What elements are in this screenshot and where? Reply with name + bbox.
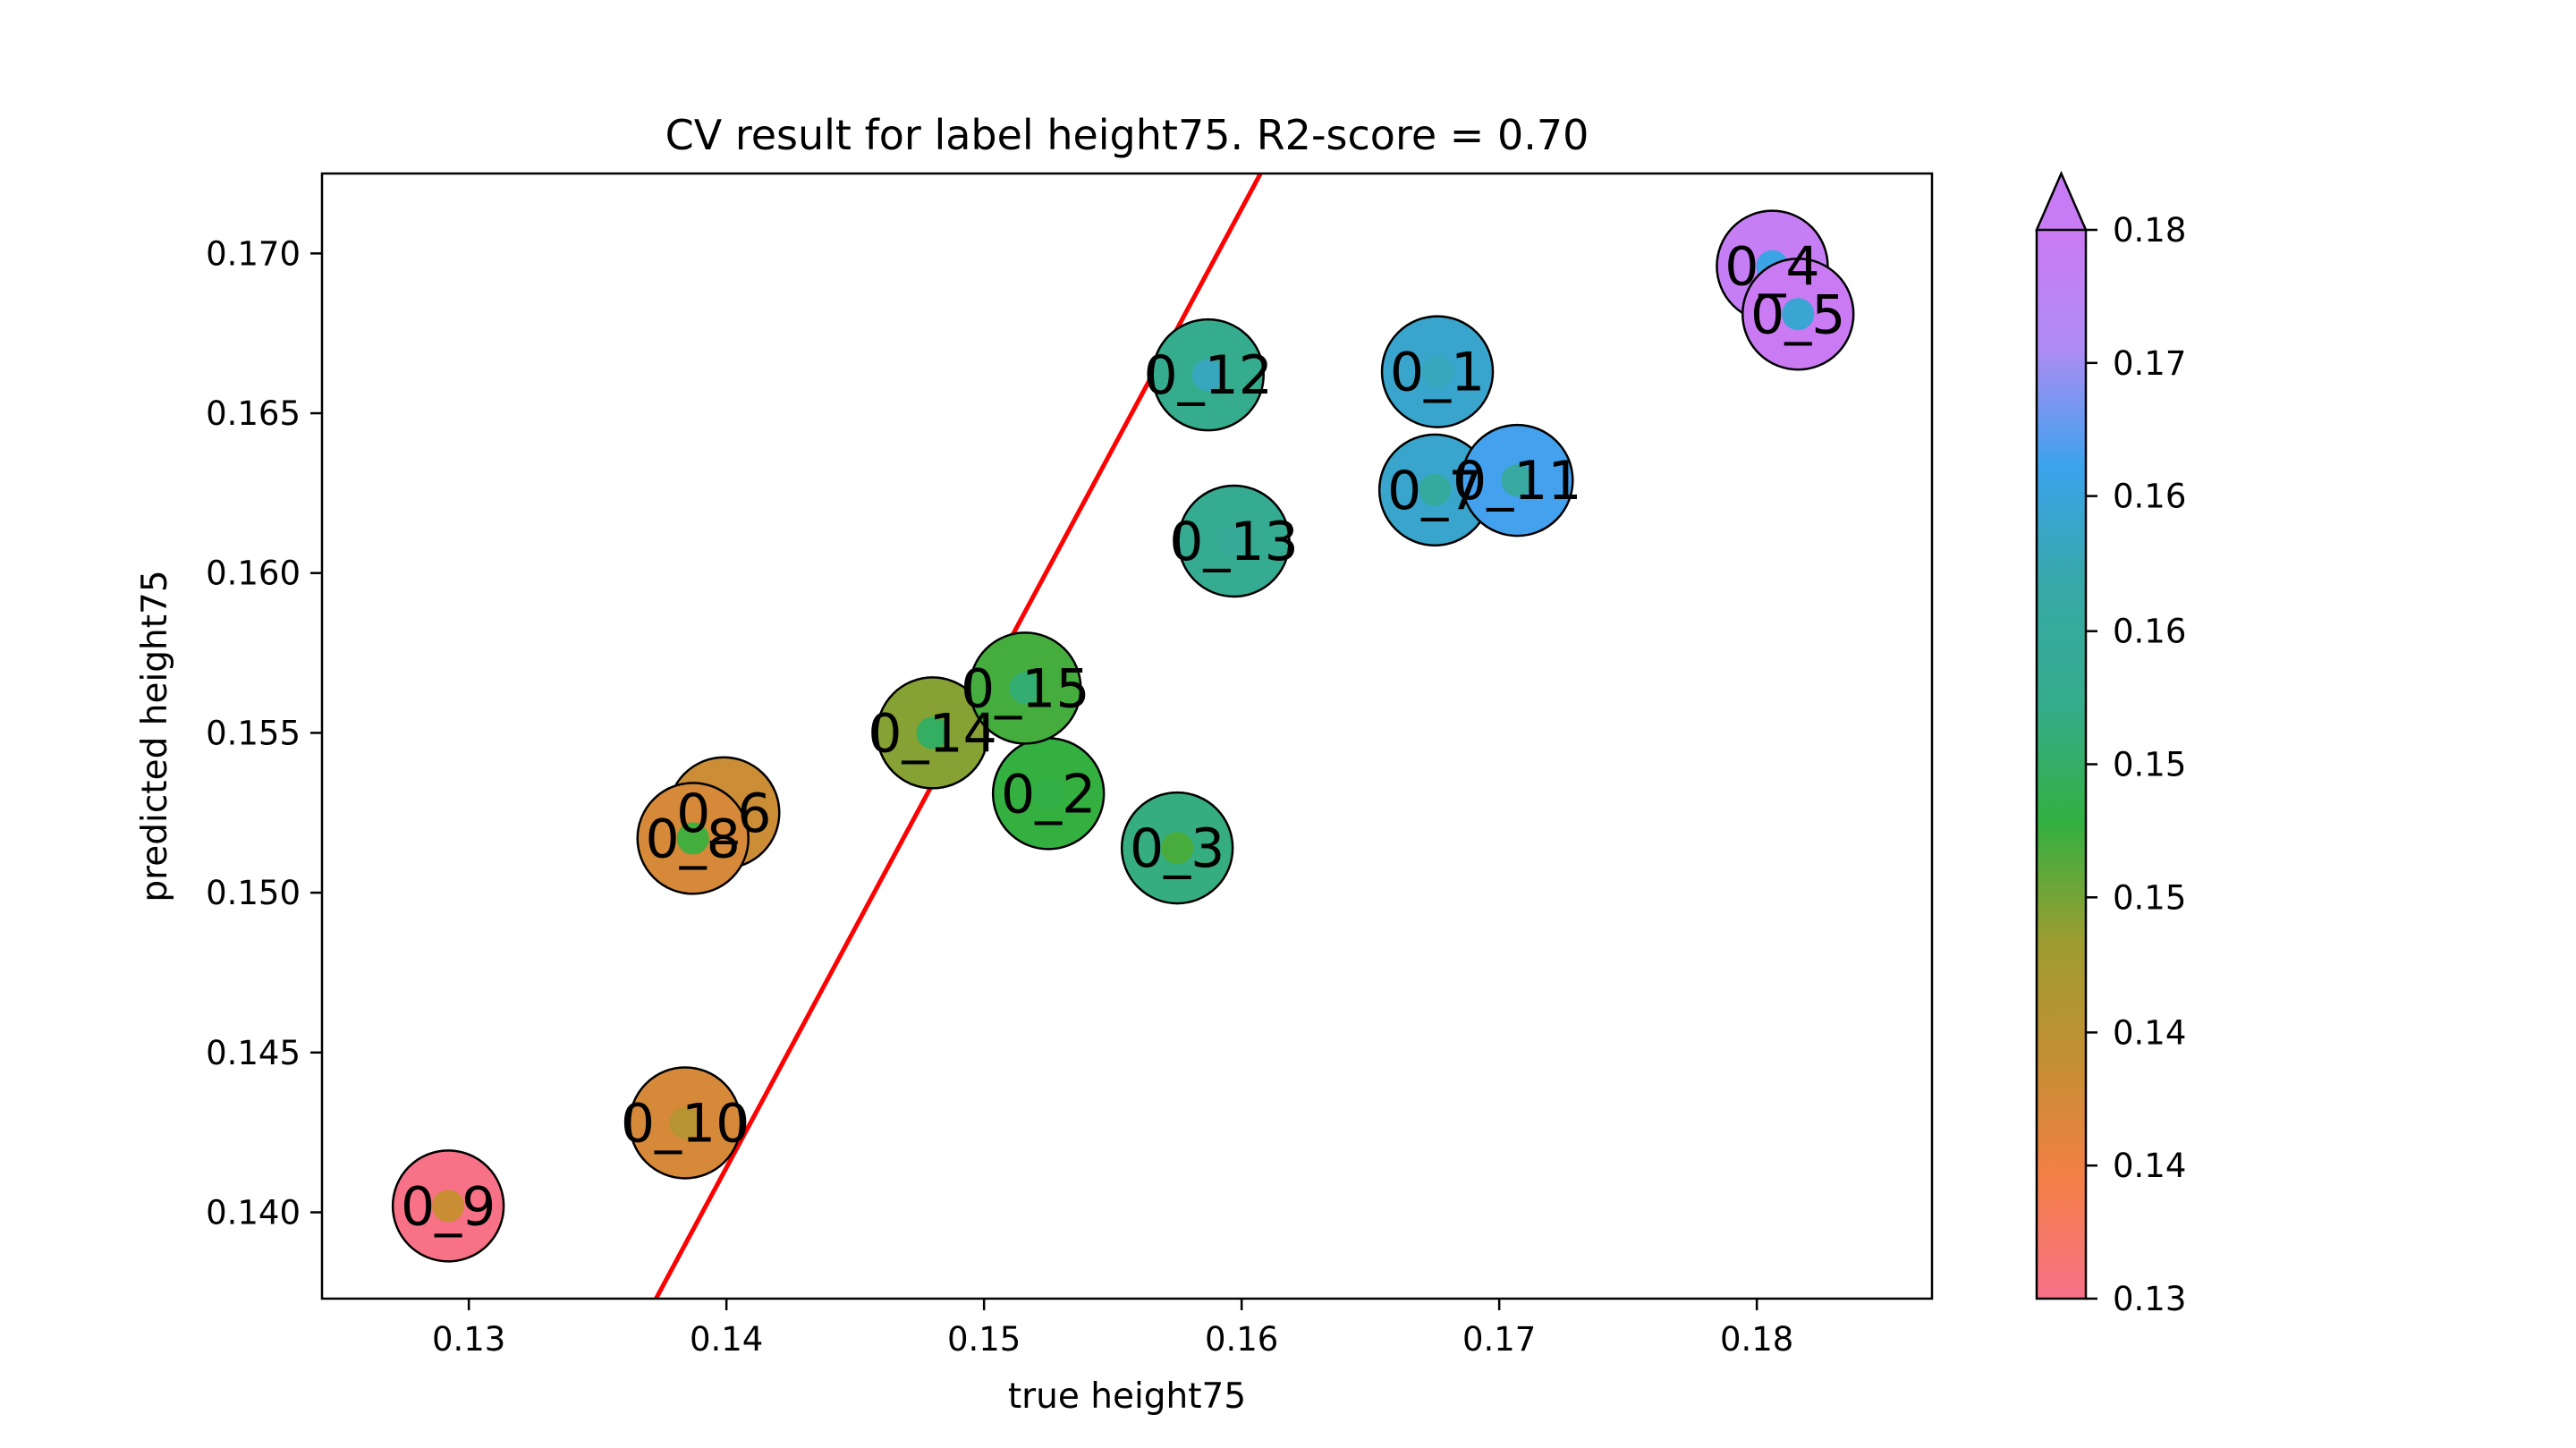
- y-tick-label: 0.155: [206, 714, 301, 752]
- points-layer: [391, 209, 1855, 1263]
- colorbar-fill: [2037, 230, 2086, 1299]
- data-point-center: [916, 716, 949, 749]
- colorbar-tick-label: 0.17: [2113, 344, 2186, 383]
- point-label: 0_8: [646, 808, 741, 870]
- x-tick-label: 0.16: [1205, 1320, 1278, 1359]
- data-point-center: [1161, 832, 1194, 865]
- point-label: 0_11: [1453, 450, 1582, 512]
- data-point-center: [1419, 473, 1452, 506]
- point-labels-layer: 0_1 0_2 0_3 0_40_5 0_6 0_7 0_8 0_9 0_10 0_11 0_12 0…: [401, 236, 1845, 1239]
- data-point-center: [1191, 359, 1224, 392]
- data-point-center: [1501, 464, 1534, 497]
- colorbar-tick-label: 0.15: [2113, 878, 2186, 917]
- point-label: 0_9: [401, 1175, 496, 1238]
- point-label: 0_14: [868, 702, 997, 765]
- point-label: 0_1: [1390, 342, 1485, 404]
- data-point-center: [1782, 298, 1815, 331]
- x-tick-label: 0.18: [1720, 1320, 1793, 1359]
- data-point-center: [1032, 777, 1065, 810]
- x-tick-label: 0.13: [432, 1320, 505, 1359]
- data-point-center: [1217, 524, 1250, 557]
- point-label: 0_7: [1387, 460, 1482, 522]
- y-axis-label: predicted height75: [135, 570, 175, 902]
- colorbar: 0.13 0.14 0.14 0.15 0.15 0.16 0.16 0.17 0.18: [2035, 170, 2186, 1318]
- colorbar-tick-label: 0.13: [2113, 1280, 2186, 1318]
- data-point-center: [669, 1106, 702, 1139]
- y-tick-label: 0.140: [206, 1194, 301, 1232]
- colorbar-tick-label: 0.16: [2113, 613, 2186, 651]
- point-label: 0_6: [676, 783, 771, 845]
- y-tick-label: 0.165: [206, 394, 301, 433]
- colorbar-tick-label: 0.14: [2113, 1013, 2186, 1052]
- point-label: 0_2: [1001, 763, 1096, 826]
- x-axis: 0.13 0.14 0.15 0.16 0.17 0.18: [432, 1299, 1793, 1359]
- x-axis-label: true height75: [1008, 1376, 1246, 1417]
- colorbar-extend-arrow: [2035, 170, 2088, 232]
- plot-area: [322, 174, 1932, 1299]
- point-label: 0_4: [1724, 236, 1819, 299]
- x-tick-label: 0.14: [690, 1320, 763, 1359]
- point-label: 0_15: [961, 657, 1090, 720]
- data-point-center: [432, 1190, 465, 1223]
- data-point-center: [1421, 355, 1454, 388]
- x-tick-label: 0.17: [1462, 1320, 1536, 1359]
- colorbar-tick-label: 0.18: [2113, 211, 2186, 250]
- y-axis: 0.140 0.145 0.150 0.155 0.160 0.165 0.170: [206, 234, 322, 1232]
- point-label: 0_10: [621, 1092, 750, 1155]
- y-tick-label: 0.145: [206, 1034, 301, 1072]
- point-label: 0_12: [1143, 344, 1273, 407]
- x-tick-label: 0.15: [947, 1320, 1021, 1359]
- point-label: 0_3: [1130, 817, 1224, 880]
- point-label: 0_13: [1169, 511, 1299, 573]
- chart-title: CV result for label height75. R2-score =…: [665, 111, 1589, 159]
- colorbar-tick-label: 0.15: [2113, 746, 2186, 784]
- point-label: 0_5: [1750, 284, 1845, 346]
- colorbar-ticks: 0.13 0.14 0.14 0.15 0.15 0.16 0.16 0.17 0.18: [2086, 211, 2186, 1318]
- data-point-center: [1009, 672, 1042, 705]
- y-tick-label: 0.150: [206, 874, 301, 912]
- colorbar-tick-label: 0.16: [2113, 478, 2186, 516]
- reference-line: [653, 174, 1264, 1299]
- plot-frame: [320, 172, 1934, 1300]
- y-tick-label: 0.170: [206, 234, 301, 273]
- colorbar-tick-label: 0.14: [2113, 1147, 2186, 1185]
- data-point-center: [676, 822, 709, 855]
- y-tick-label: 0.160: [206, 555, 301, 593]
